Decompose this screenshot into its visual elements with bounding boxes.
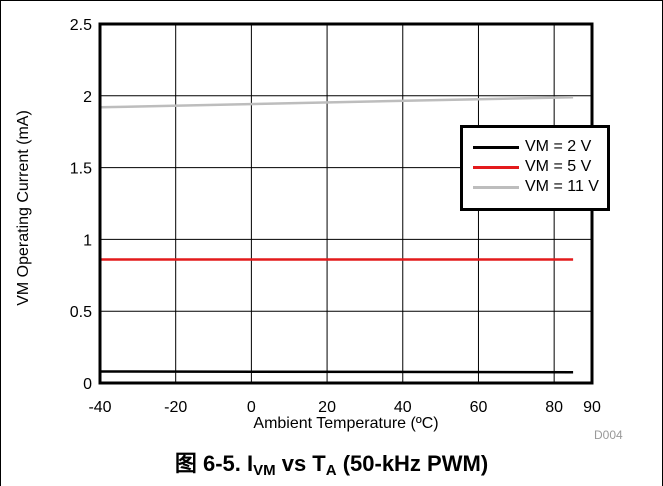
series-line-1 xyxy=(99,370,574,374)
x-tick-label: 60 xyxy=(470,399,488,416)
caption-middle: vs T xyxy=(275,451,326,476)
y-axis-title: VM Operating Current (mA) xyxy=(15,110,32,306)
figure-caption: 图 6-5. IVM vs TA (50-kHz PWM) xyxy=(0,446,663,479)
legend-swatch-vm-2v xyxy=(473,146,519,149)
legend-label-vm-5v: VM = 5 V xyxy=(525,158,592,175)
legend-label-vm-11v: VM = 11 V xyxy=(525,178,599,195)
legend-swatch-vm-11v xyxy=(473,186,519,189)
legend-swatch-vm-5v xyxy=(473,166,519,169)
legend-label-vm-2v: VM = 2 V xyxy=(525,138,592,155)
legend-item-vm-11v: VM = 11 V xyxy=(463,177,609,197)
caption-sub-vm: VM xyxy=(253,462,276,479)
x-tick-label: 20 xyxy=(318,399,336,416)
x-tick-label: -20 xyxy=(164,399,187,416)
caption-suffix: (50-kHz PWM) xyxy=(336,451,489,476)
y-tick-label: 1 xyxy=(83,232,92,249)
caption-prefix: 图 6-5. I xyxy=(174,451,254,476)
x-tick-label: 80 xyxy=(545,399,563,416)
legend-item-vm-2v: VM = 2 V xyxy=(463,137,609,157)
figure-code: D004 xyxy=(594,428,623,442)
x-axis-title: Ambient Temperature (ºC) xyxy=(253,415,439,432)
x-tick-label: -40 xyxy=(88,399,111,416)
series-line-3 xyxy=(99,95,574,109)
legend: VM = 2 V VM = 5 V VM = 11 V xyxy=(460,125,610,211)
y-tick-label: 0 xyxy=(83,376,92,393)
y-tick-label: 2 xyxy=(83,89,92,106)
x-tick-label: 90 xyxy=(583,399,601,416)
y-tick-label: 1.5 xyxy=(70,161,92,178)
x-tick-label: 0 xyxy=(247,399,256,416)
legend-item-vm-5v: VM = 5 V xyxy=(463,157,609,177)
y-tick-label: 2.5 xyxy=(70,17,92,34)
y-tick-label: 0.5 xyxy=(70,304,92,321)
x-tick-label: 40 xyxy=(394,399,412,416)
caption-sub-a: A xyxy=(325,462,337,479)
